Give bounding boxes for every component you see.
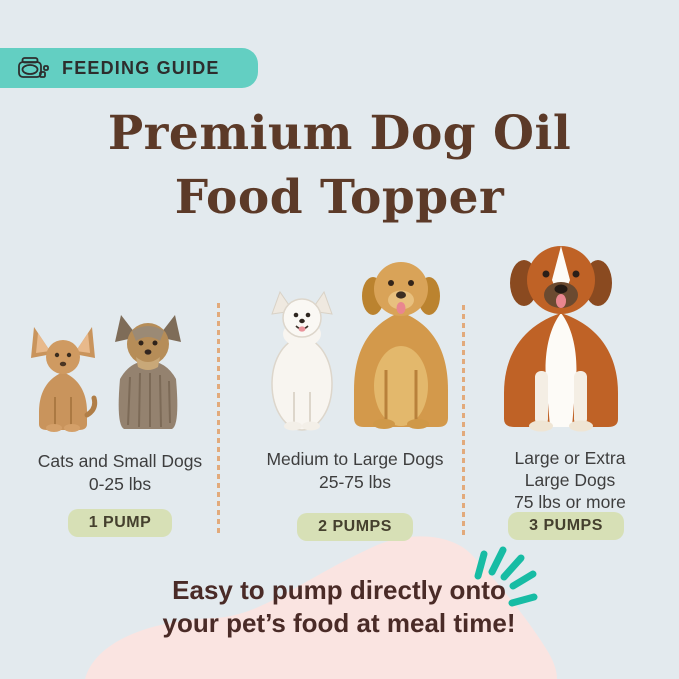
caption-line: Medium to Large Dogs <box>266 449 444 469</box>
white-spitz-image <box>271 290 333 431</box>
golden-retriever-image <box>354 262 448 429</box>
caption-line: 25-75 lbs <box>319 472 391 492</box>
feeding-guide-label: FEEDING GUIDE <box>62 57 220 78</box>
column-divider <box>462 305 465 538</box>
title-line-1: Premium Dog Oil <box>107 106 572 161</box>
caption-line: Large or Extra <box>514 448 626 468</box>
pink-blob-shape <box>85 536 557 679</box>
title-line-2: Food Topper <box>174 170 505 225</box>
pump-row: 1 PUMP <box>10 509 230 537</box>
caption-line: Large Dogs <box>524 470 616 490</box>
page-title: Premium Dog Oil Food Topper <box>0 102 679 230</box>
caption-line: Cats and Small Dogs <box>37 451 203 471</box>
usage-note-line-2: your pet’s food at meal time! <box>162 608 516 638</box>
yorkshire-terrier-image <box>115 315 181 429</box>
usage-note-line-1: Easy to pump directly onto <box>172 575 506 605</box>
caption-line: 75 lbs or more <box>514 492 626 512</box>
food-jar-icon <box>18 57 49 78</box>
pump-row: 2 PUMPS <box>245 513 465 541</box>
column-divider <box>217 303 220 537</box>
pump-row: 3 PUMPS <box>468 512 664 540</box>
pump-count-badge: 3 PUMPS <box>508 512 624 540</box>
pump-count-badge: 1 PUMP <box>67 509 173 537</box>
feeding-guide-badge: FEEDING GUIDE <box>0 48 258 88</box>
usage-note: Easy to pump directly onto your pet’s fo… <box>58 574 620 640</box>
caption-line: 0-25 lbs <box>88 474 152 494</box>
chihuahua-image <box>31 327 98 432</box>
saint-bernard-image <box>504 246 618 432</box>
pump-count-badge: 2 PUMPS <box>297 513 413 541</box>
sparkle-burst-icon <box>474 546 538 607</box>
size-caption-large: Large or Extra Large Dogs 75 lbs or more <box>468 447 672 513</box>
size-caption-small: Cats and Small Dogs 0-25 lbs <box>10 450 230 496</box>
size-caption-medium: Medium to Large Dogs 25-75 lbs <box>245 448 465 494</box>
